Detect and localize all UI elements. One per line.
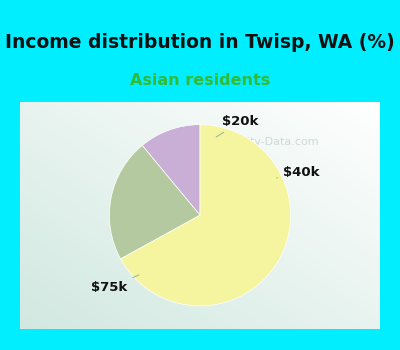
Text: $20k: $20k — [216, 115, 259, 137]
Text: $75k: $75k — [91, 275, 139, 294]
Wedge shape — [142, 125, 200, 215]
Wedge shape — [109, 146, 200, 259]
Wedge shape — [121, 125, 291, 306]
Text: Income distribution in Twisp, WA (%): Income distribution in Twisp, WA (%) — [5, 33, 395, 51]
Text: Asian residents: Asian residents — [130, 73, 270, 88]
Text: $40k: $40k — [277, 166, 320, 179]
Text: City-Data.com: City-Data.com — [239, 138, 319, 147]
